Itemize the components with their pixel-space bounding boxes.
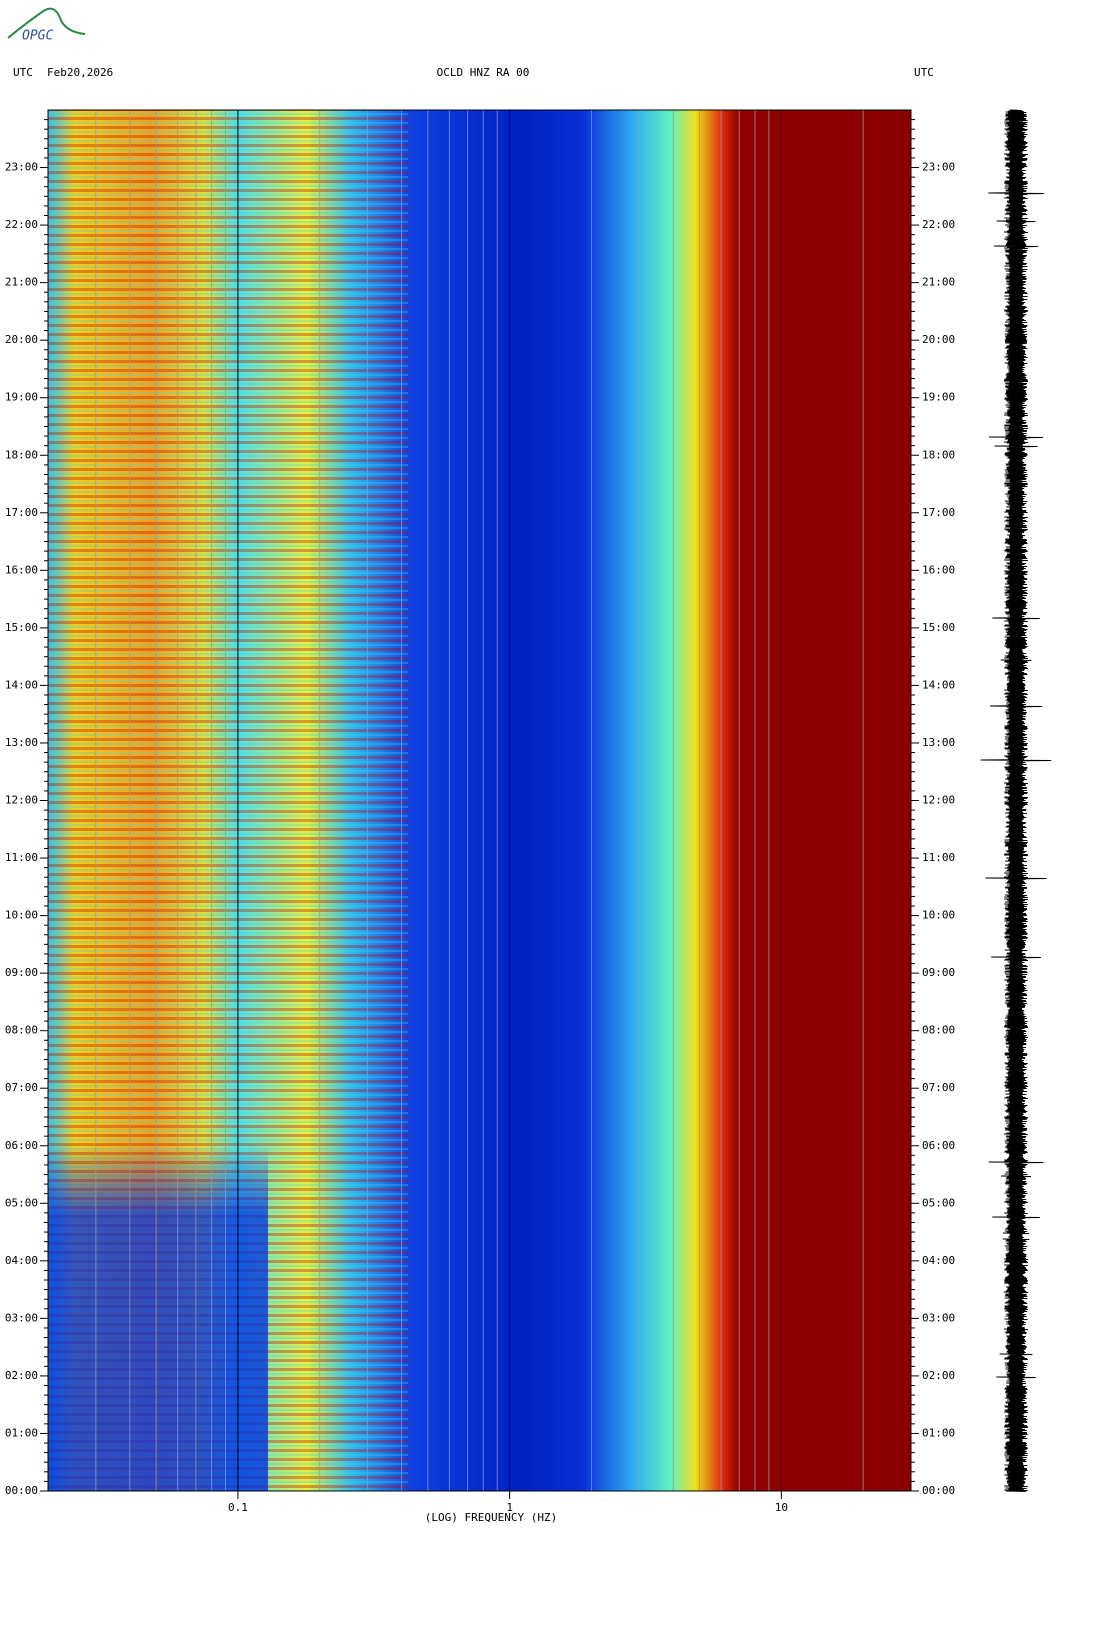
y-tick-label: 08:00	[922, 1024, 955, 1037]
y-tick-label: 07:00	[922, 1081, 955, 1094]
y-tick-label: 12:00	[5, 794, 38, 807]
y-tick-label: 20:00	[922, 333, 955, 346]
y-tick-label: 12:00	[922, 794, 955, 807]
y-tick-label: 21:00	[922, 276, 955, 289]
y-tick-label: 05:00	[922, 1196, 955, 1209]
y-tick-label: 18:00	[922, 448, 955, 461]
y-tick-label: 17:00	[5, 506, 38, 519]
y-tick-label: 04:00	[922, 1254, 955, 1267]
y-tick-label: 22:00	[5, 218, 38, 231]
y-tick-label: 02:00	[922, 1369, 955, 1382]
y-tick-label: 14:00	[5, 678, 38, 691]
y-tick-label: 21:00	[5, 276, 38, 289]
y-tick-label: 01:00	[5, 1426, 38, 1439]
x-axis-label: (LOG) FREQUENCY (HZ)	[425, 1511, 557, 1524]
y-tick-label: 23:00	[922, 161, 955, 174]
y-tick-label: 03:00	[922, 1311, 955, 1324]
y-tick-label: 11:00	[922, 851, 955, 864]
logo-text: OPGC	[22, 29, 53, 44]
y-tick-label: 06:00	[5, 1139, 38, 1152]
y-tick-label: 09:00	[5, 966, 38, 979]
y-tick-label: 13:00	[5, 736, 38, 749]
y-tick-label: 15:00	[5, 621, 38, 634]
chart-title: OCLD HNZ RA 00	[437, 66, 530, 79]
right-label: UTC	[914, 66, 934, 79]
y-tick-label: 19:00	[922, 391, 955, 404]
date: Feb20,2026	[47, 66, 113, 79]
y-tick-label: 18:00	[5, 448, 38, 461]
y-tick-label: 03:00	[5, 1311, 38, 1324]
y-tick-label: 00:00	[5, 1484, 38, 1497]
y-tick-label: 20:00	[5, 333, 38, 346]
y-tick-label: 11:00	[5, 851, 38, 864]
y-tick-label: 13:00	[922, 736, 955, 749]
y-tick-label: 09:00	[922, 966, 955, 979]
y-tick-label: 15:00	[922, 621, 955, 634]
seismogram-trace	[980, 109, 1052, 1492]
x-tick-label: 10	[775, 1501, 788, 1514]
y-tick-label: 05:00	[5, 1196, 38, 1209]
y-tick-label: 08:00	[5, 1024, 38, 1037]
y-tick-label: 10:00	[5, 909, 38, 922]
y-tick-label: 01:00	[922, 1426, 955, 1439]
y-tick-label: 00:00	[922, 1484, 955, 1497]
x-tick-label: 0.1	[228, 1501, 248, 1514]
y-tick-label: 14:00	[922, 678, 955, 691]
y-tick-label: 02:00	[5, 1369, 38, 1382]
y-tick-label: 19:00	[5, 391, 38, 404]
y-tick-label: 04:00	[5, 1254, 38, 1267]
x-tick-label: 1	[506, 1501, 513, 1514]
y-tick-label: 06:00	[922, 1139, 955, 1152]
left-label: UTC	[13, 66, 33, 79]
y-tick-label: 10:00	[922, 909, 955, 922]
y-tick-label: 23:00	[5, 161, 38, 174]
y-tick-label: 16:00	[922, 563, 955, 576]
y-tick-label: 16:00	[5, 563, 38, 576]
spectrogram	[48, 110, 911, 1491]
y-tick-label: 07:00	[5, 1081, 38, 1094]
y-tick-label: 22:00	[922, 218, 955, 231]
y-tick-label: 17:00	[922, 506, 955, 519]
logo: OPGC	[7, 7, 86, 44]
